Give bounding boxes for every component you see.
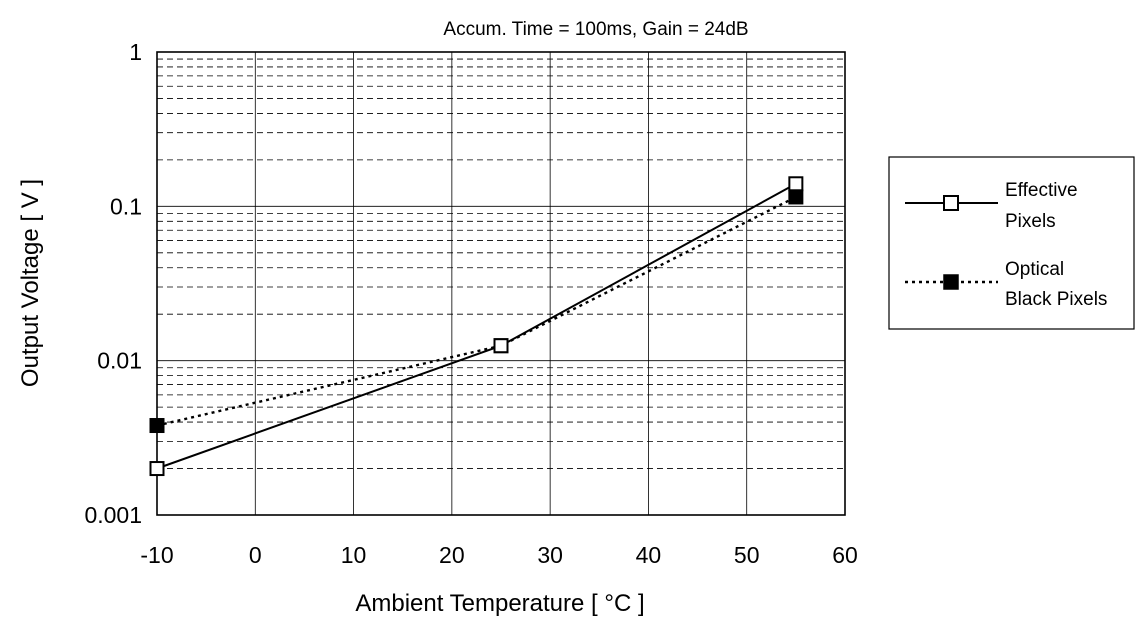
series — [149, 176, 804, 477]
x-tick-label: 0 — [249, 542, 262, 568]
legend-marker-effective — [943, 195, 959, 211]
x-tick-label: 50 — [734, 542, 760, 568]
x-tick-label: 60 — [832, 542, 858, 568]
x-tick-label: 40 — [636, 542, 662, 568]
series-line-1 — [156, 195, 797, 427]
legend-label-effective-line2: Pixels — [1005, 211, 1056, 232]
x-tick-labels: -10 0 10 20 30 40 50 60 — [140, 542, 857, 568]
legend-box — [888, 156, 1135, 330]
series-point-0 — [149, 461, 165, 477]
legend-label-optical-line1: Optical — [1005, 259, 1064, 280]
x-axis-title: Ambient Temperature [ °C ] — [355, 590, 644, 617]
grid — [157, 52, 845, 515]
series-point-1 — [149, 418, 165, 434]
y-tick-labels: 0.001 0.01 0.1 1 — [84, 39, 142, 528]
series-point-0 — [788, 176, 804, 192]
legend-label-effective-line1: Effective — [1005, 180, 1078, 201]
y-tick-label: 0.01 — [97, 348, 142, 374]
legend-marker-optical — [943, 274, 959, 290]
y-axis-title: Output Voltage [ V ] — [17, 179, 44, 387]
series-point-1 — [788, 189, 804, 205]
legend: Effective Pixels Optical Black Pixels — [888, 156, 1135, 330]
y-tick-label: 0.001 — [84, 502, 142, 528]
x-tick-label: 10 — [341, 542, 367, 568]
y-tick-label: 0.1 — [110, 193, 142, 219]
x-tick-label: 30 — [537, 542, 563, 568]
chart-subtitle: Accum. Time = 100ms, Gain = 24dB — [443, 19, 748, 40]
plot-frame — [156, 51, 846, 516]
x-tick-label: 20 — [439, 542, 465, 568]
series-line-0 — [156, 182, 797, 470]
x-tick-label: -10 — [140, 542, 173, 568]
series-point-0 — [493, 338, 509, 354]
legend-label-optical-line2: Black Pixels — [1005, 289, 1107, 310]
y-tick-label: 1 — [129, 39, 142, 65]
